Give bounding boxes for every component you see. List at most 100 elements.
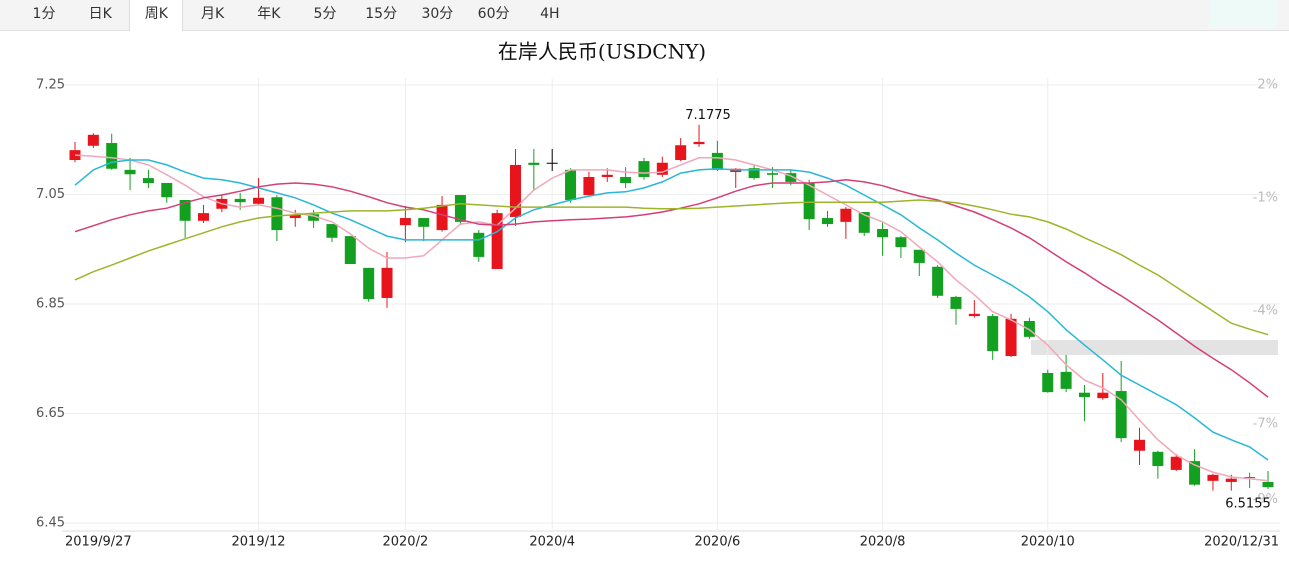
candle-body [1262,481,1274,488]
tab[interactable]: 15分 [365,6,398,22]
y2-tick-label: 2% [1257,78,1278,93]
tab[interactable]: 4H [540,6,560,22]
candle-body [381,267,393,298]
candle-body [693,141,705,145]
tab[interactable]: 周K [129,0,184,31]
candle-body [271,197,283,231]
candle-body [491,213,503,269]
candle-body [1097,392,1109,399]
y2-tick-label: -4% [1253,303,1278,318]
candle-body [253,197,265,204]
candle-body [179,199,191,221]
candle-body [583,176,595,196]
candle-body [895,237,907,248]
y2-tick-label: -7% [1253,416,1278,431]
candle-body [748,168,760,179]
candle-body [1060,371,1072,389]
y2-tick-label: -9% [1253,492,1278,507]
candle-body [69,150,81,161]
candle-body [418,218,430,227]
candle-body [124,169,136,175]
ma-line [74,154,1269,482]
candle-body [987,316,999,352]
candle-body [620,176,632,184]
high-annotation: 7.1775 [685,108,731,123]
tab[interactable]: 30分 [421,6,454,22]
candle-body [326,224,338,238]
tab[interactable]: 60分 [477,6,510,22]
candle-body [950,296,962,309]
tab[interactable]: 5分 [313,6,337,22]
tab[interactable]: 年K [257,6,281,22]
candle-body [1115,391,1127,439]
candle-body [711,152,723,170]
x-tick-label: 2019/12 [232,535,286,550]
candle-body [509,164,521,217]
candle-body [858,212,870,233]
last-close-annotation: 6.5155 [1225,497,1271,512]
candle-body [197,213,209,221]
y-tick-label: 6.65 [36,406,65,421]
x-tick-label: 2020/6 [695,535,741,550]
candle-body [289,214,301,219]
candle-body [473,232,485,257]
y2-tick-label: -1% [1253,190,1278,205]
candle-body [840,208,852,222]
candle-body [87,134,99,146]
tab[interactable]: 月K [201,6,225,22]
tab-bar: 1分 日K 周K 月K 年K 5分 15分 30分 60分 4H [0,0,1289,31]
ma-line [74,199,1269,336]
candle-body [528,162,540,165]
candle-body [1078,392,1090,398]
candle-body [1225,478,1237,482]
candle-body [785,173,797,182]
y-tick-label: 6.85 [36,297,65,312]
candle-body [1170,456,1182,470]
highlight-band [1031,340,1278,355]
candle-body [968,313,980,317]
candle-body [142,178,154,184]
candle-body [932,266,944,296]
ma-line [74,178,1269,398]
tab[interactable]: 1分 [32,6,56,22]
candle-body [1152,451,1164,467]
x-tick-label: 2020/4 [529,535,575,550]
candle-body [877,228,889,238]
candle-body [656,162,668,175]
corner-box [1209,0,1277,28]
x-tick-label: 2020/8 [860,535,906,550]
candle-body [454,195,466,222]
y-tick-label: 6.45 [36,516,65,531]
candle-body [363,267,375,300]
candle-body [1244,477,1256,479]
ma-line [74,159,1269,461]
y-tick-label: 7.25 [36,78,65,93]
candle-body [344,236,356,265]
x-tick-label: 2020/2 [382,535,428,550]
candle-body [565,169,577,200]
candle-body [436,204,448,231]
candle-body [766,173,778,175]
candle-body [1042,372,1054,393]
candle-body [1005,318,1017,357]
grid-layer [62,78,1280,531]
candle-body [106,143,118,169]
candle-body [601,174,613,177]
chart-title: 在岸人民币(USDCNY) [498,40,706,64]
candle-body [546,162,558,164]
tab[interactable]: 日K [88,6,112,22]
candle-body [913,249,925,263]
candle-body [675,145,687,161]
candle-body [1134,439,1146,451]
candle-body [638,161,650,177]
candle-body [803,183,815,220]
x-tick-label: 2019/9/27 [65,535,132,550]
candle-body [1189,461,1201,485]
candle-body [1207,474,1219,481]
candle-body [234,198,246,203]
candle-body [308,214,320,221]
y-tick-label: 7.05 [36,187,65,202]
candle-body [161,183,173,198]
